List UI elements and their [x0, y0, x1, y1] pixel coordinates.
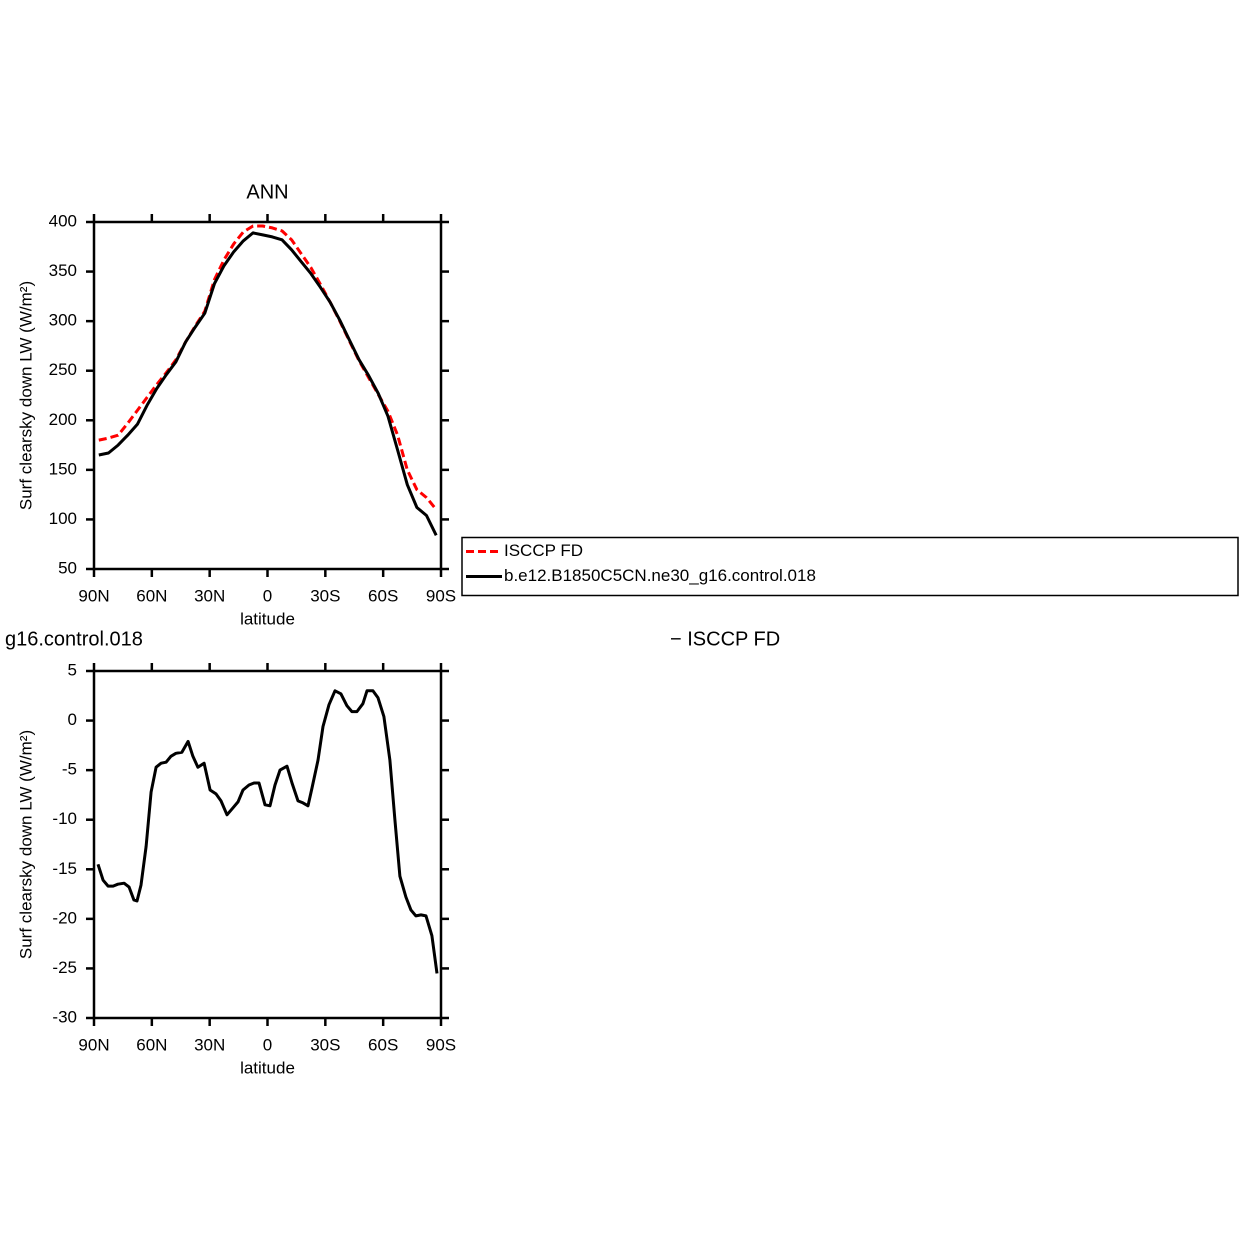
y-tick-label: 400 — [49, 211, 77, 230]
x-tick-label: 60S — [368, 1035, 398, 1054]
chart-title-left: g16.control.018 — [5, 628, 143, 650]
x-axis-label: latitude — [240, 1058, 295, 1077]
y-tick-label: 300 — [49, 311, 77, 330]
x-tick-label: 30N — [194, 586, 225, 605]
x-tick-label: 90S — [426, 586, 456, 605]
y-tick-label: -25 — [52, 958, 77, 977]
legend-label: ISCCP FD — [504, 541, 583, 560]
y-tick-label: 50 — [58, 558, 77, 577]
plot-frame — [92, 220, 443, 571]
x-tick-label: 30N — [194, 1035, 225, 1054]
y-tick-label: -20 — [52, 908, 77, 927]
x-tick-label: 90S — [426, 1035, 456, 1054]
chart-title: ANN — [246, 181, 288, 203]
y-tick-label: 150 — [49, 459, 77, 478]
y-tick-label: -15 — [52, 859, 77, 878]
data-line — [96, 689, 439, 974]
x-tick-label: 60N — [136, 586, 167, 605]
y-tick-label: 350 — [49, 261, 77, 280]
x-tick-label: 30S — [310, 586, 340, 605]
x-tick-label: 0 — [263, 1035, 272, 1054]
y-tick-label: -10 — [52, 809, 77, 828]
y-tick-label: 100 — [49, 509, 77, 528]
y-tick-label: 250 — [49, 360, 77, 379]
data-line — [98, 231, 438, 536]
x-tick-label: 90N — [78, 586, 109, 605]
y-tick-label: 0 — [68, 710, 77, 729]
y-tick-label: -30 — [52, 1007, 77, 1026]
legend-label: b.e12.B1850C5CN.ne30_g16.control.018 — [504, 566, 816, 585]
x-tick-label: 90N — [78, 1035, 109, 1054]
y-tick-label: 200 — [49, 410, 77, 429]
chart-title-right: − ISCCP FD — [670, 628, 780, 650]
x-tick-label: 30S — [310, 1035, 340, 1054]
x-tick-label: 60N — [136, 1035, 167, 1054]
y-tick-label: 5 — [68, 660, 77, 679]
legend-box — [461, 536, 1239, 597]
x-tick-label: 0 — [263, 586, 272, 605]
y-tick-label: -5 — [62, 760, 77, 779]
x-tick-label: 60S — [368, 586, 398, 605]
y-axis-label: Surf clearsky down LW (W/m²) — [16, 730, 35, 959]
y-axis-label: Surf clearsky down LW (W/m²) — [16, 281, 35, 510]
x-axis-label: latitude — [240, 609, 295, 628]
data-line — [98, 224, 438, 511]
